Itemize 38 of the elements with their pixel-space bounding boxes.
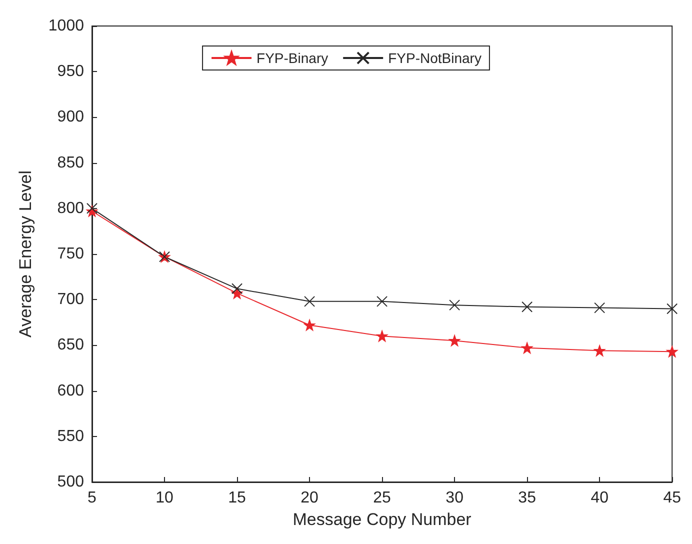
- y-tick-label: 850: [57, 154, 84, 172]
- x-tick-label: 35: [518, 490, 536, 506]
- y-tick-label: 1000: [48, 18, 84, 34]
- x-tick-label: 30: [446, 490, 464, 506]
- y-tick-label: 900: [57, 108, 84, 126]
- point: [594, 345, 606, 356]
- y-tick-label: 800: [57, 200, 84, 217]
- point: [376, 296, 388, 307]
- point: [304, 320, 316, 331]
- point: [666, 346, 678, 358]
- legend-label: FYP-Binary: [256, 50, 328, 66]
- y-tick-label: 950: [57, 63, 84, 80]
- y-tick-label: 600: [57, 382, 84, 400]
- y-tick-label: 700: [57, 291, 84, 308]
- point: [449, 335, 460, 346]
- y-tick-label: 650: [57, 336, 84, 354]
- y-tick-label: 550: [57, 428, 84, 445]
- point: [304, 296, 316, 307]
- x-tick-label: 10: [156, 490, 174, 506]
- x-tick-label: 45: [663, 490, 682, 506]
- y-tick-label: 500: [57, 474, 84, 490]
- x-tick-label: 25: [373, 490, 392, 506]
- y-tick-label: 750: [57, 246, 84, 262]
- y-axis-title: Average Energy Level: [16, 170, 35, 338]
- x-tick-label: 40: [590, 490, 609, 506]
- point: [666, 303, 678, 314]
- point: [376, 330, 388, 342]
- x-tick-label: 15: [228, 490, 246, 506]
- point: [232, 283, 243, 294]
- point: [522, 342, 533, 354]
- point: [522, 301, 533, 312]
- x-tick-label: 20: [300, 490, 319, 506]
- x-tick-label: 5: [88, 490, 97, 506]
- x-axis-title: Message Copy Number: [292, 510, 472, 529]
- point: [86, 202, 98, 214]
- legend-label: FYP-NotBinary: [388, 50, 482, 66]
- point: [594, 302, 606, 314]
- point: [449, 300, 460, 311]
